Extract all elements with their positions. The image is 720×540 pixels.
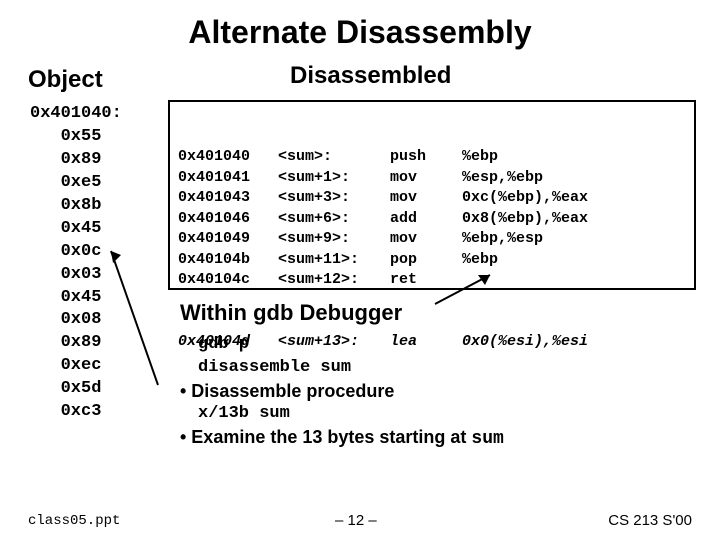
disasm-arg: 0xc(%ebp),%eax xyxy=(462,188,686,209)
slide-title: Alternate Disassembly xyxy=(0,0,720,51)
disasm-addr: 0x40104c xyxy=(178,270,278,291)
disasm-mn: pop xyxy=(390,250,462,271)
disasm-arg: 0x8(%ebp),%eax xyxy=(462,209,686,230)
gdb-cmd: disassemble sum xyxy=(180,358,700,377)
disasm-off: <sum+1>: xyxy=(278,168,390,189)
footer-course: CS 213 S'00 xyxy=(608,512,692,529)
disasm-off: <sum+6>: xyxy=(278,209,390,230)
disasm-addr: 0x401040 xyxy=(178,147,278,168)
disasm-mn: mov xyxy=(390,229,462,250)
disasm-row: 0x401046<sum+6>:add0x8(%ebp),%eax xyxy=(178,209,686,230)
gdb-bullet-sum: sum xyxy=(471,429,503,449)
gdb-heading: Within gdb Debugger xyxy=(180,300,402,326)
disasm-off: <sum+9>: xyxy=(278,229,390,250)
disasm-arg: %ebp,%esp xyxy=(462,229,686,250)
gdb-bullet: • Disassemble procedure xyxy=(180,381,700,402)
disasm-row: 0x40104c<sum+12>:ret xyxy=(178,270,686,291)
disasm-row: 0x401040<sum>:push%ebp xyxy=(178,147,686,168)
disasm-addr: 0x401043 xyxy=(178,188,278,209)
disasm-off: <sum>: xyxy=(278,147,390,168)
disasm-off: <sum+12>: xyxy=(278,270,390,291)
disasm-row: 0x401049<sum+9>:mov%ebp,%esp xyxy=(178,229,686,250)
disasm-row: 0x40104b<sum+11>:pop%ebp xyxy=(178,250,686,271)
disasm-mn: push xyxy=(390,147,462,168)
gdb-bullet-text: • Examine the 13 bytes starting at xyxy=(180,427,471,447)
disasm-arg: %ebp xyxy=(462,250,686,271)
footer-page: – 12 – xyxy=(335,512,377,529)
object-heading: Object xyxy=(28,66,103,94)
disasm-row: 0x401041<sum+1>:mov%esp,%ebp xyxy=(178,168,686,189)
disasm-arg xyxy=(462,270,686,291)
gdb-block: gdb p disassemble sum • Disassemble proc… xyxy=(180,335,700,451)
disassembly-box: 0x401040<sum>:push%ebp0x401041<sum+1>:mo… xyxy=(168,100,696,290)
disasm-arg: %ebp xyxy=(462,147,686,168)
gdb-cmd: gdb p xyxy=(180,335,700,354)
disasm-addr: 0x40104b xyxy=(178,250,278,271)
disasm-off: <sum+11>: xyxy=(278,250,390,271)
disasm-mn: ret xyxy=(390,270,462,291)
disassembled-heading: Disassembled xyxy=(290,62,451,90)
disasm-mn: mov xyxy=(390,188,462,209)
gdb-bullet: • Examine the 13 bytes starting at sum xyxy=(180,427,700,449)
disasm-arg: %esp,%ebp xyxy=(462,168,686,189)
object-bytes: 0x401040: 0x55 0x89 0xe5 0x8b 0x45 0x0c … xyxy=(30,103,122,424)
disasm-addr: 0x401049 xyxy=(178,229,278,250)
disasm-row: 0x401043<sum+3>:mov0xc(%ebp),%eax xyxy=(178,188,686,209)
gdb-cmd: x/13b sum xyxy=(180,404,700,423)
disasm-addr: 0x401046 xyxy=(178,209,278,230)
disasm-off: <sum+3>: xyxy=(278,188,390,209)
disasm-mn: mov xyxy=(390,168,462,189)
disasm-addr: 0x401041 xyxy=(178,168,278,189)
disasm-mn: add xyxy=(390,209,462,230)
footer-filename: class05.ppt xyxy=(28,513,120,529)
